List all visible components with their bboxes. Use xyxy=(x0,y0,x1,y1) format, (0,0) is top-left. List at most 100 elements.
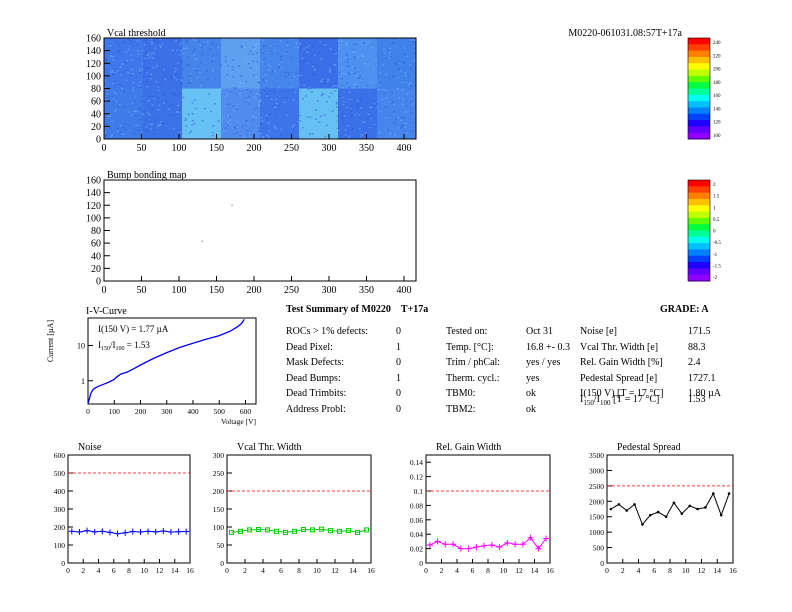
pixel-noise xyxy=(385,73,388,76)
colorbar-swatch xyxy=(688,132,710,140)
pixel-noise xyxy=(158,104,161,107)
pixel-noise xyxy=(283,71,286,74)
pixel-noise xyxy=(317,129,320,132)
pixel-noise xyxy=(283,101,286,104)
pixel-noise xyxy=(274,49,277,52)
pixel-noise xyxy=(248,62,251,65)
pixel-noise xyxy=(382,88,385,91)
pixel-noise xyxy=(294,91,297,93)
pixel-noise xyxy=(281,61,284,63)
pixel-noise xyxy=(352,48,355,51)
pixel-noise xyxy=(280,134,283,136)
pixel-noise xyxy=(367,64,370,66)
pixel-noise xyxy=(217,53,220,56)
x-tick-label: 0 xyxy=(424,566,428,575)
colorbar-label: 1 xyxy=(713,206,716,211)
pixel-noise xyxy=(337,127,340,130)
pixel-noise xyxy=(131,72,134,75)
pixel-noise xyxy=(289,57,292,59)
pixel-noise xyxy=(244,58,247,60)
data-point xyxy=(450,541,457,548)
pixel-noise xyxy=(162,44,165,47)
pixel-noise xyxy=(142,76,145,79)
pixel-noise xyxy=(268,64,271,66)
pixel-noise xyxy=(138,72,141,74)
pixel-noise xyxy=(211,134,214,137)
pixel-noise xyxy=(150,38,153,41)
chart-title: Pedestal Spread xyxy=(617,442,681,453)
pixel-noise xyxy=(313,73,316,76)
test-label: TBM0: xyxy=(446,388,476,399)
pixel-noise xyxy=(120,85,123,87)
data-point xyxy=(183,528,190,535)
colorbar-swatch xyxy=(688,56,710,64)
pedestal-spread-plot: Pedestal Spread 0 2 4 6 8 10 12 14 16 0 500 1000 1500… xyxy=(589,442,737,575)
pixel-noise xyxy=(338,47,341,49)
test-value: Oct 31 xyxy=(526,326,553,337)
colorbar-swatch xyxy=(688,126,710,134)
pixel-noise xyxy=(410,38,413,41)
pixel-noise xyxy=(207,128,210,130)
pixel-noise xyxy=(136,39,139,42)
colorbar-label: -1.5 xyxy=(713,264,721,269)
pixel-noise xyxy=(348,128,351,131)
y-tick-label: 0.02 xyxy=(410,545,423,554)
pixel-noise xyxy=(364,132,367,134)
pixel-noise xyxy=(409,82,412,84)
pixel-noise xyxy=(331,86,334,88)
pixel-noise xyxy=(215,132,218,135)
pixel-noise xyxy=(245,120,248,122)
pixel-noise xyxy=(143,43,146,46)
pixel-noise xyxy=(220,63,223,66)
pixel-noise xyxy=(404,126,407,128)
colorbar-swatch xyxy=(688,180,710,187)
colorbar-label: 0 xyxy=(713,230,716,235)
x-tick-label: 8 xyxy=(486,566,490,575)
pixel-noise xyxy=(158,124,161,126)
pixel-noise xyxy=(135,124,138,127)
pixel-noise xyxy=(280,128,283,130)
colorbar-swatch xyxy=(688,255,710,263)
pixel-noise xyxy=(305,95,308,97)
pixel-noise xyxy=(346,82,349,84)
pixel-noise xyxy=(293,124,296,126)
pixel-noise xyxy=(199,44,202,47)
pixel-noise xyxy=(278,107,281,110)
pixel-noise xyxy=(404,122,407,125)
pixel-noise xyxy=(171,92,174,94)
pixel-noise xyxy=(143,39,146,41)
pixel-noise xyxy=(234,127,237,130)
x-axis-label: Voltage [V] xyxy=(221,417,256,426)
pixel-noise xyxy=(239,134,242,137)
pixel-noise xyxy=(161,43,164,46)
pixel-noise xyxy=(379,72,382,74)
pixel-noise xyxy=(110,134,113,136)
pixel-noise xyxy=(259,123,262,125)
pixel-noise xyxy=(398,96,401,99)
y-tick-label: 80 xyxy=(91,84,101,95)
pixel-noise xyxy=(322,78,325,81)
pixel-noise xyxy=(357,113,360,116)
pixel-noise xyxy=(139,81,142,84)
pixel-noise xyxy=(186,38,189,41)
data-point xyxy=(473,544,480,551)
pixel-noise xyxy=(309,116,312,118)
pixel-noise xyxy=(401,124,404,126)
pixel-noise xyxy=(267,122,270,124)
pixel-noise xyxy=(167,135,170,137)
pixel-noise xyxy=(175,67,178,69)
pixel-noise xyxy=(386,90,389,93)
pixel-noise xyxy=(281,122,284,124)
pixel-noise xyxy=(297,46,300,49)
y-tick-label: 250 xyxy=(213,469,225,478)
result-label: Pedestal Spread [e] xyxy=(580,372,658,384)
pixel-noise xyxy=(247,53,250,56)
vcal-width-plot: Vcal Thr. Width 0 2 4 6 8 10 12 14 16 0 50 100 150 200… xyxy=(213,442,375,575)
pixel-noise xyxy=(219,88,222,91)
pixel-noise xyxy=(151,108,154,110)
pixel-noise xyxy=(398,61,401,63)
pixel-noise xyxy=(396,77,399,79)
y-tick-label: 150 xyxy=(213,505,225,514)
y-tick-label: 0 xyxy=(61,559,65,568)
pixel-noise xyxy=(276,102,279,105)
